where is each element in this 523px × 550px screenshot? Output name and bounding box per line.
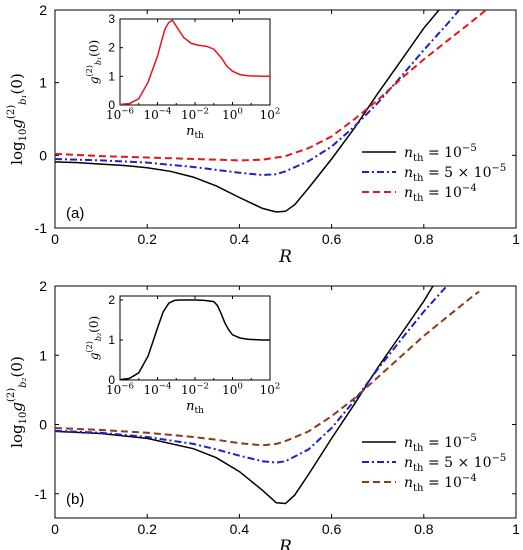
series-line-1 (55, 286, 434, 505)
inset-x-axis-label: nth (186, 399, 204, 416)
inset-x-tick-label: 100 (222, 107, 243, 122)
x-tick-label: 0.4 (230, 521, 250, 537)
y-tick-label: 1 (39, 75, 47, 91)
inset-x-tick-label: 10−2 (181, 382, 209, 397)
panel-label: (a) (66, 205, 84, 222)
inset-y-axis-label: g(2)b₁(0) (85, 40, 103, 84)
y-tick-label: 0 (39, 147, 47, 163)
inset-plot-area (119, 18, 271, 106)
inset-series-line-1 (119, 19, 270, 106)
inset-y-tick-label: 1 (108, 333, 115, 347)
series-line-2 (55, 286, 448, 464)
inset-chart: 10−6 10−4 10−2 100 102 0 1 2 3 nth g(2)b₁(0) (85, 12, 280, 141)
legend-entry: nth = 5 × 10−5 (404, 453, 506, 474)
series-line-3 (55, 290, 480, 447)
inset-x-tick-label: 10−4 (144, 382, 173, 397)
legend-entry: nth = 10−4 (404, 183, 477, 204)
inset-x-tick-label: 10−2 (181, 107, 209, 122)
x-tick-label: 0 (51, 231, 59, 247)
y-tick-label: 1 (39, 347, 47, 363)
inset-y-tick-label: 3 (108, 12, 115, 26)
inset-y-tick-label: 1 (108, 69, 115, 83)
inset-x-axis-label: nth (186, 124, 204, 141)
x-tick-label: 0.6 (322, 521, 342, 537)
inset-chart: 10−6 10−4 10−2 100 102 0 1 2 nth g(2)b₂(0) (85, 293, 280, 416)
legend-entry: nth = 5 × 10−5 (404, 163, 506, 184)
inset-plot-area (119, 295, 271, 381)
x-tick-label: 1 (512, 521, 520, 537)
series-group (55, 10, 487, 213)
x-tick-label: 0.2 (137, 521, 157, 537)
legend-entry: nth = 10−4 (404, 473, 477, 494)
x-axis-label: R (278, 247, 292, 267)
legend-entry: nth = 10−5 (404, 143, 477, 164)
inset-y-tick-label: 2 (108, 41, 115, 55)
y-tick-label: -1 (35, 220, 48, 236)
inset-x-tick-label: 102 (260, 382, 281, 397)
series-line-3 (55, 10, 487, 162)
inset-y-tick-label: 0 (108, 98, 115, 112)
x-tick-label: 0.6 (322, 231, 342, 247)
inset-x-tick-label: 102 (260, 107, 281, 122)
y-axis-label: log10g(2)b₂(0) (6, 356, 29, 448)
series-line-2 (55, 10, 461, 177)
y-tick-label: 0 (39, 417, 47, 433)
x-tick-label: 0.8 (414, 521, 434, 537)
inset-y-tick-label: 2 (108, 293, 115, 307)
inset-x-tick-label: 10−6 (106, 382, 134, 397)
panel-label: (b) (66, 491, 84, 508)
inset-x-tick-label: 100 (222, 382, 243, 397)
x-axis-label: R (278, 537, 292, 550)
y-axis-label: log10g(2)b₁(0) (6, 73, 29, 165)
x-tick-label: 0.4 (230, 231, 250, 247)
inset-y-axis-label: g(2)b₂(0) (85, 316, 103, 360)
legend-entry: nth = 10−5 (404, 433, 477, 454)
x-tick-label: 0.8 (414, 231, 434, 247)
y-tick-label: 2 (39, 278, 47, 294)
series-group (55, 286, 480, 505)
y-tick-label: -1 (35, 486, 48, 502)
inset-y-tick-label: 0 (108, 373, 115, 387)
inset-x-tick-label: 10−4 (144, 107, 173, 122)
inset-series-line-1 (119, 299, 270, 381)
x-tick-label: 0 (51, 521, 59, 537)
y-tick-label: 2 (39, 2, 47, 18)
inset-x-tick-label: 10−6 (106, 107, 134, 122)
series-line-1 (55, 10, 440, 213)
x-tick-label: 0.2 (137, 231, 157, 247)
x-tick-label: 1 (512, 231, 520, 247)
